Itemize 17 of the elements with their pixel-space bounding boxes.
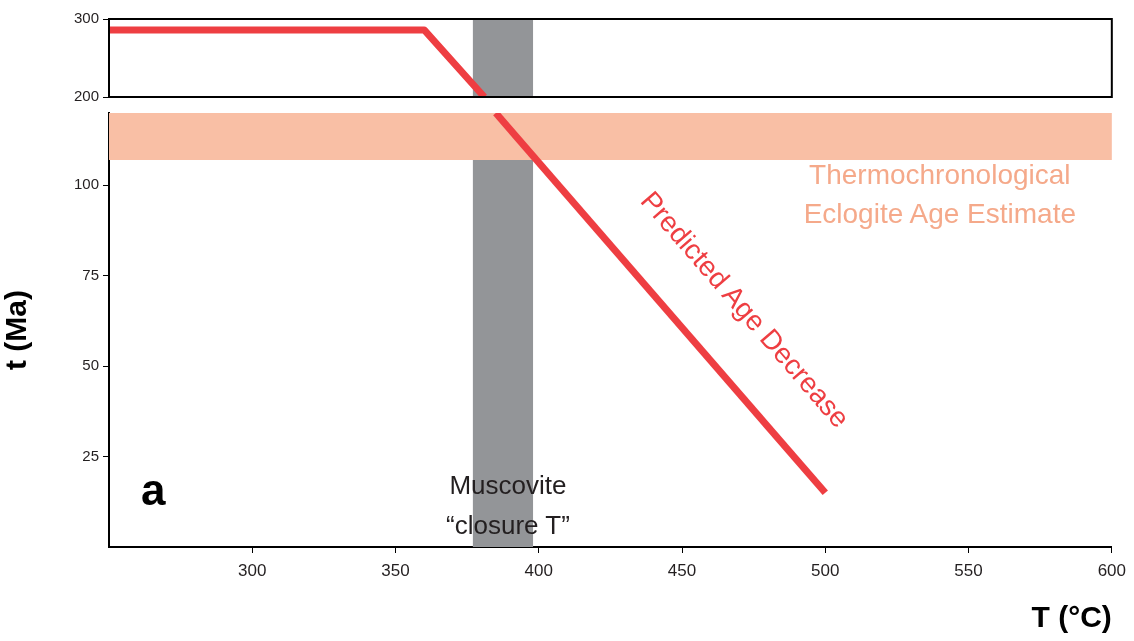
y-tick-label: 75 bbox=[82, 265, 99, 283]
y-tick-label: 200 bbox=[73, 87, 99, 105]
x-tick-label: 450 bbox=[667, 560, 697, 580]
band-label: Thermochronological Eclogite Age Estimate bbox=[803, 158, 1077, 229]
x-tick-label: 350 bbox=[381, 560, 410, 580]
y-tick-label: 300 bbox=[73, 9, 99, 27]
y-tick-label: 50 bbox=[82, 356, 99, 374]
x-tick-label: 300 bbox=[238, 560, 267, 580]
x-tick-label: 400 bbox=[524, 560, 553, 580]
x-tick-label: 500 bbox=[811, 560, 840, 580]
y-axis-title: t (Ma) bbox=[0, 290, 33, 370]
annotation: a bbox=[141, 465, 166, 515]
y-tick-label: 25 bbox=[82, 446, 99, 464]
y-tick-label: 100 bbox=[73, 175, 99, 193]
x-tick-label: 600 bbox=[1097, 560, 1127, 580]
x-tick-label: 550 bbox=[954, 560, 983, 580]
x-axis-title: T (°C) bbox=[1031, 600, 1112, 634]
